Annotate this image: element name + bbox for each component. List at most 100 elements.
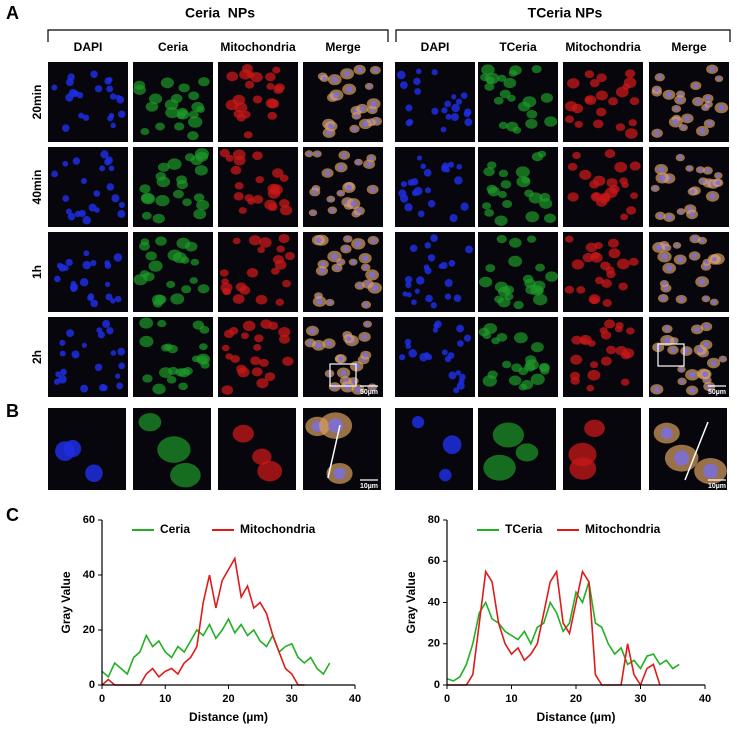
cell: [572, 151, 581, 160]
nucleus: [356, 208, 362, 214]
nucleus: [51, 84, 58, 91]
panel-label: A: [6, 3, 19, 23]
bracket: [47, 29, 389, 42]
nucleus: [451, 103, 460, 113]
nucleus: [328, 123, 334, 130]
cell: [237, 367, 250, 378]
cell: [574, 120, 583, 128]
cell: [483, 167, 495, 177]
nucleus: [463, 334, 472, 342]
nucleus: [94, 85, 103, 93]
nucleus: [444, 293, 452, 300]
micrograph: [649, 232, 729, 312]
cell: [267, 183, 280, 195]
cell: [232, 237, 241, 245]
nucleus: [699, 128, 706, 134]
scale-bar-label: 50µm: [360, 389, 378, 396]
cell: [275, 298, 285, 306]
data-line: [101, 556, 305, 686]
nucleus: [108, 165, 115, 172]
nucleus: [104, 262, 112, 269]
y-tick-label: 20: [83, 624, 95, 636]
cell: [176, 237, 191, 249]
nucleus: [90, 299, 99, 308]
nucleus: [455, 370, 461, 376]
nucleus: [399, 354, 406, 361]
y-tick-label: 20: [428, 638, 440, 650]
micrograph: [303, 62, 383, 142]
cell: [596, 73, 607, 83]
nucleus: [315, 151, 320, 156]
micrograph-bg: [48, 62, 128, 142]
x-axis-title: Distance (µm): [537, 710, 616, 724]
cell: [264, 372, 276, 382]
cell: [248, 235, 262, 246]
cell: [239, 285, 251, 295]
cell: [606, 345, 617, 355]
cell: [525, 118, 538, 129]
nucleus: [666, 214, 672, 220]
nucleus: [712, 257, 717, 262]
nucleus: [404, 203, 413, 212]
nucleus: [398, 189, 407, 198]
row-label: 20min: [30, 85, 44, 120]
cell: [256, 378, 269, 389]
cell: [198, 77, 210, 87]
cell: [254, 334, 264, 343]
nucleus: [316, 298, 323, 305]
nucleus: [689, 211, 695, 218]
micrograph: [218, 62, 298, 142]
cell: [586, 384, 595, 392]
micrograph: [395, 232, 475, 312]
nucleus: [106, 76, 113, 83]
cell: [193, 193, 205, 202]
nucleus: [703, 324, 710, 330]
nucleus: [71, 350, 80, 359]
nucleus: [356, 66, 363, 73]
cell: [497, 297, 511, 308]
scale-bar-label: 10µm: [708, 483, 726, 490]
nucleus: [672, 118, 679, 126]
nucleus: [425, 354, 433, 361]
cell: [174, 122, 185, 131]
cell: [628, 119, 638, 127]
cell: [620, 213, 629, 221]
nucleus: [693, 83, 699, 89]
cell: [219, 269, 229, 277]
micrograph: [48, 147, 128, 227]
cell: [182, 198, 192, 207]
nucleus: [341, 152, 347, 158]
cell: [500, 180, 512, 189]
nucleus: [444, 278, 453, 288]
nucleus: [705, 168, 711, 173]
nucleus: [307, 151, 312, 156]
nucleus: [710, 360, 717, 366]
cell: [240, 332, 250, 340]
nucleus: [65, 93, 74, 102]
cell: [530, 373, 545, 385]
nucleus: [414, 288, 420, 294]
nucleus: [680, 379, 685, 384]
cell: [482, 202, 492, 210]
column-header: Merge: [325, 40, 361, 54]
nucleus: [397, 70, 406, 80]
nucleus: [61, 124, 70, 132]
nucleus: [117, 347, 126, 356]
nucleus: [405, 104, 413, 112]
micrograph: [218, 147, 298, 227]
nucleus: [65, 258, 73, 267]
nucleus: [81, 342, 87, 348]
nucleus: [82, 215, 91, 225]
cell: [607, 238, 619, 248]
nucleus: [709, 66, 715, 72]
nucleus: [411, 189, 419, 197]
nucleus: [425, 187, 432, 194]
cell: [170, 93, 183, 104]
nucleus: [460, 92, 468, 100]
scale-bar-label: 10µm: [360, 483, 378, 490]
cell: [587, 369, 601, 381]
nucleus: [372, 67, 378, 73]
nucleus: [355, 240, 362, 248]
nucleus: [100, 150, 109, 159]
nucleus: [709, 193, 716, 200]
